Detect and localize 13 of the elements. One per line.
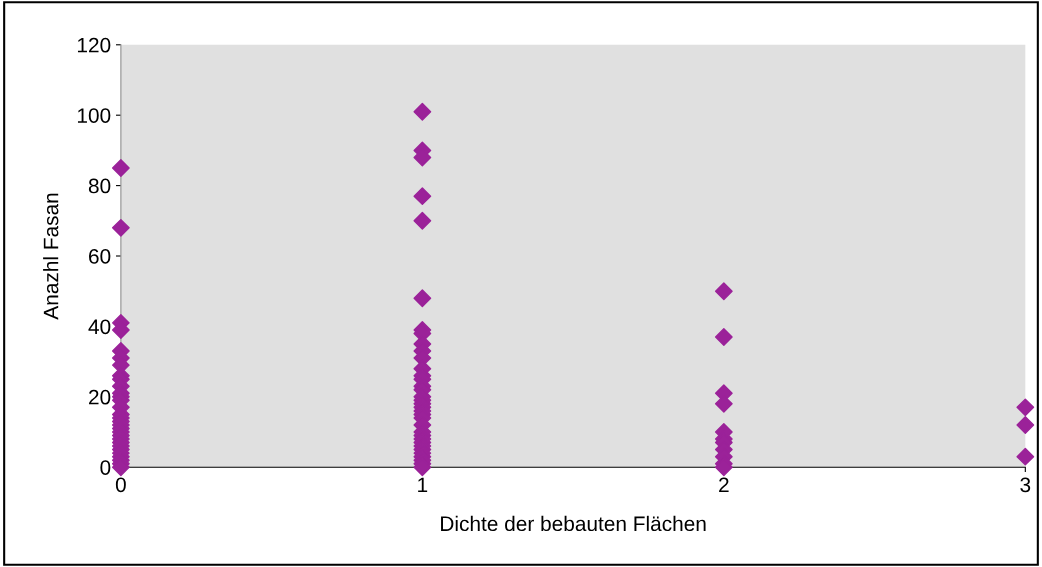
x-axis-title: Dichte der bebauten Flächen: [441, 515, 706, 532]
y-tick-label: 40: [88, 319, 111, 335]
x-tick-label: 2: [719, 477, 729, 493]
y-tick-label: 120: [77, 37, 111, 53]
y-tick-label: 20: [89, 389, 111, 405]
x-tick-label: 1: [418, 477, 428, 493]
y-tick-label: 0: [100, 460, 111, 475]
y-tick-label: 60: [89, 249, 111, 264]
x-tick-label: 0: [115, 477, 126, 493]
y-tick-label: 80: [88, 178, 111, 194]
y-axis-title: Anazhl Fasan: [43, 193, 59, 320]
x-tick-label: 3: [1020, 477, 1031, 493]
y-tick-label: 100: [77, 108, 111, 123]
